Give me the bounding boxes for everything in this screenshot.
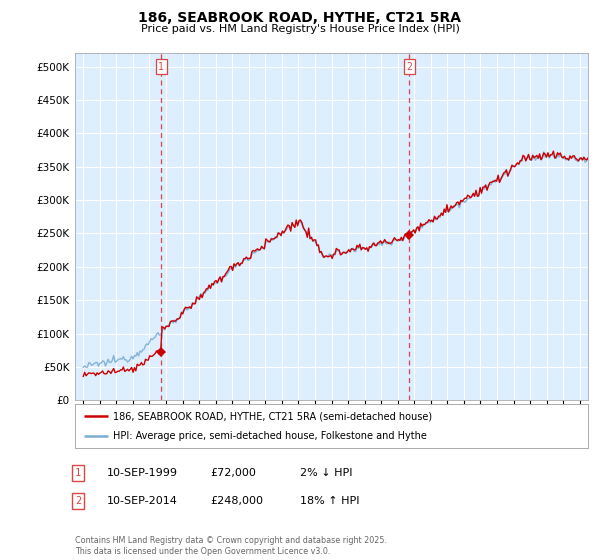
Text: £72,000: £72,000 bbox=[210, 468, 256, 478]
Text: 1: 1 bbox=[75, 468, 81, 478]
Text: 2% ↓ HPI: 2% ↓ HPI bbox=[300, 468, 353, 478]
Text: Contains HM Land Registry data © Crown copyright and database right 2025.
This d: Contains HM Land Registry data © Crown c… bbox=[75, 536, 387, 556]
Text: 1: 1 bbox=[158, 62, 164, 72]
Text: 2: 2 bbox=[407, 62, 412, 72]
Text: Price paid vs. HM Land Registry's House Price Index (HPI): Price paid vs. HM Land Registry's House … bbox=[140, 24, 460, 34]
Text: 186, SEABROOK ROAD, HYTHE, CT21 5RA (semi-detached house): 186, SEABROOK ROAD, HYTHE, CT21 5RA (sem… bbox=[113, 411, 433, 421]
Text: 2: 2 bbox=[75, 496, 81, 506]
Text: 186, SEABROOK ROAD, HYTHE, CT21 5RA: 186, SEABROOK ROAD, HYTHE, CT21 5RA bbox=[139, 11, 461, 25]
Text: 10-SEP-1999: 10-SEP-1999 bbox=[107, 468, 178, 478]
Text: 10-SEP-2014: 10-SEP-2014 bbox=[107, 496, 178, 506]
Text: £248,000: £248,000 bbox=[210, 496, 263, 506]
Text: HPI: Average price, semi-detached house, Folkestone and Hythe: HPI: Average price, semi-detached house,… bbox=[113, 431, 427, 441]
Text: 18% ↑ HPI: 18% ↑ HPI bbox=[300, 496, 359, 506]
